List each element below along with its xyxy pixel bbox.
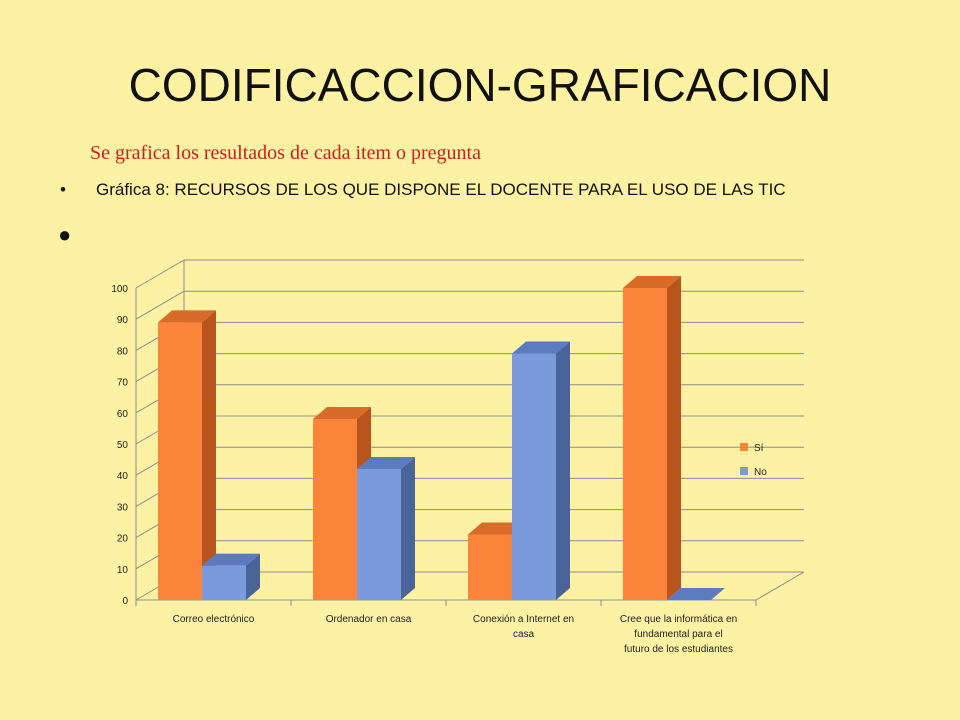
gridline-side <box>135 290 185 320</box>
y-tick-label: 10 <box>117 565 129 576</box>
bar-si <box>158 322 202 600</box>
y-tick-label: 0 <box>122 596 128 607</box>
bar-side <box>401 456 415 600</box>
bar-side <box>246 553 260 600</box>
legend-label: Sí <box>754 443 764 454</box>
bar-top <box>202 553 260 566</box>
bar-top <box>667 588 725 600</box>
bar-top <box>158 310 216 323</box>
bullet-item-1: • Gráfica 8: RECURSOS DE LOS QUE DISPONE … <box>60 180 786 200</box>
legend-swatch <box>740 443 748 451</box>
bar-no <box>512 353 556 600</box>
y-tick-label: 50 <box>117 440 129 451</box>
chart-svg: 0 10 20 30 40 50 60 70 80 90 100 Correo electrónico… <box>111 259 805 655</box>
bar-chart: 0 10 20 30 40 50 60 70 80 90 100 Correo electrónico… <box>88 238 812 670</box>
y-tick-label: 40 <box>117 471 129 482</box>
x-tick-label: Ordenador en casa <box>326 614 412 625</box>
bar-no <box>202 565 246 600</box>
bar-top <box>512 341 570 354</box>
bar-si <box>313 419 357 600</box>
floor-right <box>755 571 805 601</box>
y-tick-label: 30 <box>117 502 129 513</box>
legend-swatch <box>740 467 748 475</box>
bar-side <box>202 310 216 600</box>
bar-top <box>357 456 415 469</box>
bullet-text-1: Gráfica 8: RECURSOS DE LOS QUE DISPONE E… <box>96 180 786 199</box>
legend-label: No <box>754 467 767 478</box>
gridline-side <box>135 259 185 289</box>
bar-side <box>556 341 570 600</box>
bar-top <box>468 522 526 535</box>
bullet-dot-icon: • <box>60 180 66 199</box>
bar-side <box>667 276 681 600</box>
bar-no <box>667 600 711 601</box>
slide-subtitle: Se grafica los resultados de cada item o… <box>90 142 481 164</box>
y-tick-label: 100 <box>111 284 128 295</box>
y-tick-label: 80 <box>117 346 129 357</box>
y-tick-label: 60 <box>117 409 129 420</box>
bullet-item-2: ● <box>58 222 72 247</box>
y-tick-label: 70 <box>117 378 129 389</box>
bar-no <box>357 468 401 600</box>
y-tick-label: 90 <box>117 315 129 326</box>
x-tick-label: Correo electrónico <box>173 614 255 625</box>
bar-si <box>468 534 512 600</box>
bar-top <box>313 407 371 420</box>
bar-si <box>623 288 667 600</box>
bar-top <box>623 276 681 288</box>
x-tick-label: Conexión a Internet en casa <box>473 614 574 640</box>
y-tick-label: 20 <box>117 534 129 545</box>
slide-title: CODIFICACCION-GRAFICACION <box>128 59 832 111</box>
x-tick-label: Cree que la informática en fundamental pa… <box>620 614 737 655</box>
